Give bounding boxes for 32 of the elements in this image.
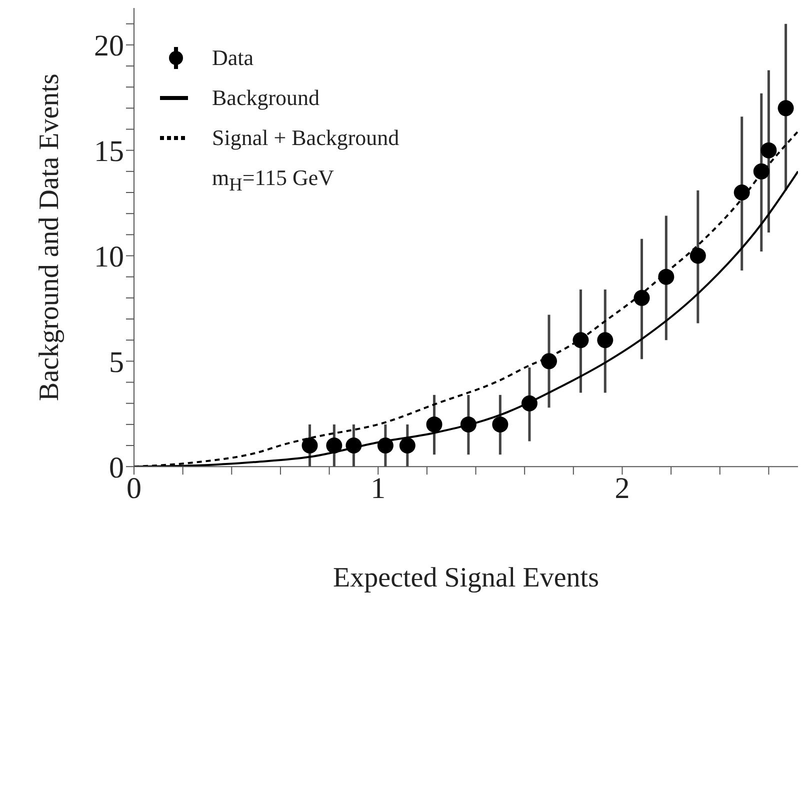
legend-label: Data [212, 44, 254, 72]
point [426, 416, 442, 432]
point [597, 332, 614, 348]
point [778, 100, 794, 116]
point [572, 332, 589, 348]
y-tick-label: 5 [109, 346, 124, 379]
annotation: m$_{H}$=115 GeV [211, 164, 336, 196]
point [326, 438, 342, 454]
point [521, 395, 538, 412]
y-tick-label: 20 [94, 30, 124, 63]
point [399, 438, 416, 454]
point [346, 438, 362, 454]
point [541, 353, 557, 370]
point [302, 438, 318, 454]
point [658, 268, 674, 285]
point [460, 416, 476, 432]
y-tick-label: 15 [94, 134, 124, 168]
x-tick-label: 2 [614, 472, 630, 505]
x-axis-title: Expected Signal Events [333, 562, 599, 594]
point [760, 142, 777, 158]
point [634, 290, 650, 306]
point [492, 416, 508, 432]
y-tick-label: 10 [94, 240, 124, 274]
point [377, 438, 394, 454]
legend-label: Signal + Background [212, 124, 400, 152]
x-tick-label: 1 [370, 472, 386, 505]
point [734, 184, 750, 200]
y-tick-label: 0 [109, 451, 124, 484]
point [690, 248, 706, 264]
y-axis-title: Background and Data Events [34, 74, 65, 401]
legend-label: Background [212, 84, 320, 112]
point [753, 163, 770, 180]
